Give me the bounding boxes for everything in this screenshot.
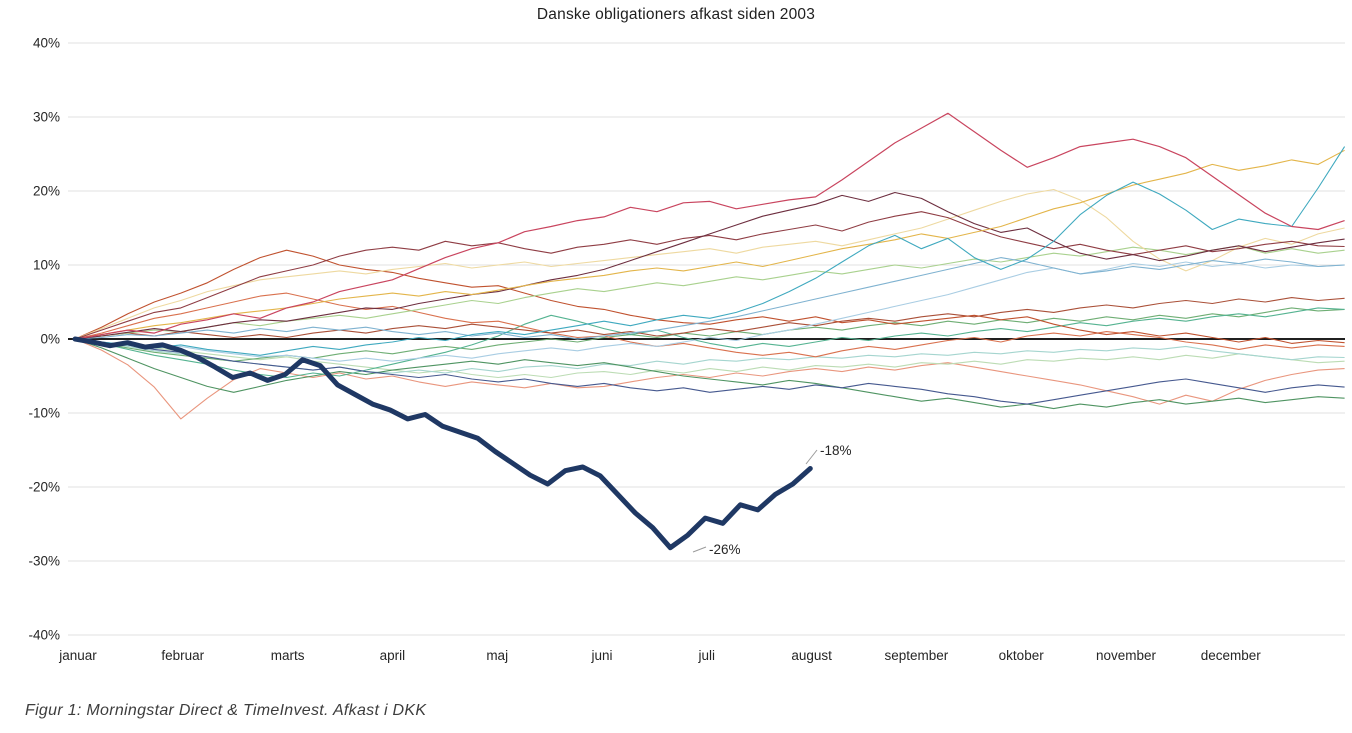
x-tick-label: maj [486, 648, 508, 663]
series-line [74, 292, 1345, 358]
series-line [74, 257, 1345, 340]
x-tick-label: december [1201, 648, 1262, 663]
y-tick-label: 0% [40, 332, 60, 347]
annotation-label: -18% [820, 443, 852, 458]
y-tick-label: -20% [28, 480, 60, 495]
annotation-leader [805, 449, 818, 465]
x-tick-label: oktober [999, 648, 1045, 663]
y-tick-label: -30% [28, 554, 60, 569]
y-tick-label: -40% [28, 628, 60, 643]
figure-caption: Figur 1: Morningstar Direct & TimeInvest… [25, 702, 427, 719]
series-line [74, 249, 1345, 344]
x-tick-label: februar [161, 648, 204, 663]
x-tick-label: april [380, 648, 406, 663]
series-line [74, 307, 1345, 379]
y-tick-label: -10% [28, 406, 60, 421]
series-line [74, 338, 1345, 405]
annotation-label: -26% [709, 542, 741, 557]
x-tick-label: juli [698, 648, 716, 663]
x-tick-label: august [791, 648, 832, 663]
series-line [74, 146, 1346, 356]
series-line [74, 261, 1345, 362]
series-line [74, 149, 1345, 340]
annotation-leader [692, 546, 707, 553]
y-tick-label: 40% [33, 36, 60, 51]
series-line [74, 191, 1345, 340]
chart-area: 40% 30% 20% 10% 0% -10% -20% -30% -40% januar febr… [28, 36, 1346, 663]
series-line [74, 338, 1345, 379]
highlight-series-line [72, 336, 813, 551]
x-tick-label: januar [58, 648, 97, 663]
series-line [74, 338, 1345, 410]
y-tick-label: 20% [33, 184, 60, 199]
y-tick-label: 10% [33, 258, 60, 273]
series-line [74, 112, 1345, 340]
x-tick-label: juni [590, 648, 612, 663]
x-tick-label: september [885, 648, 949, 663]
y-tick-label: 30% [33, 110, 60, 125]
series-line [74, 188, 1345, 340]
x-tick-label: november [1096, 648, 1157, 663]
chart-title: Danske obligationers afkast siden 2003 [536, 6, 816, 23]
line-chart: 40% 30% 20% 10% 0% -10% -20% -30% -40% januar febr… [28, 36, 1346, 663]
series-line [74, 297, 1345, 340]
x-tick-label: marts [271, 648, 305, 663]
